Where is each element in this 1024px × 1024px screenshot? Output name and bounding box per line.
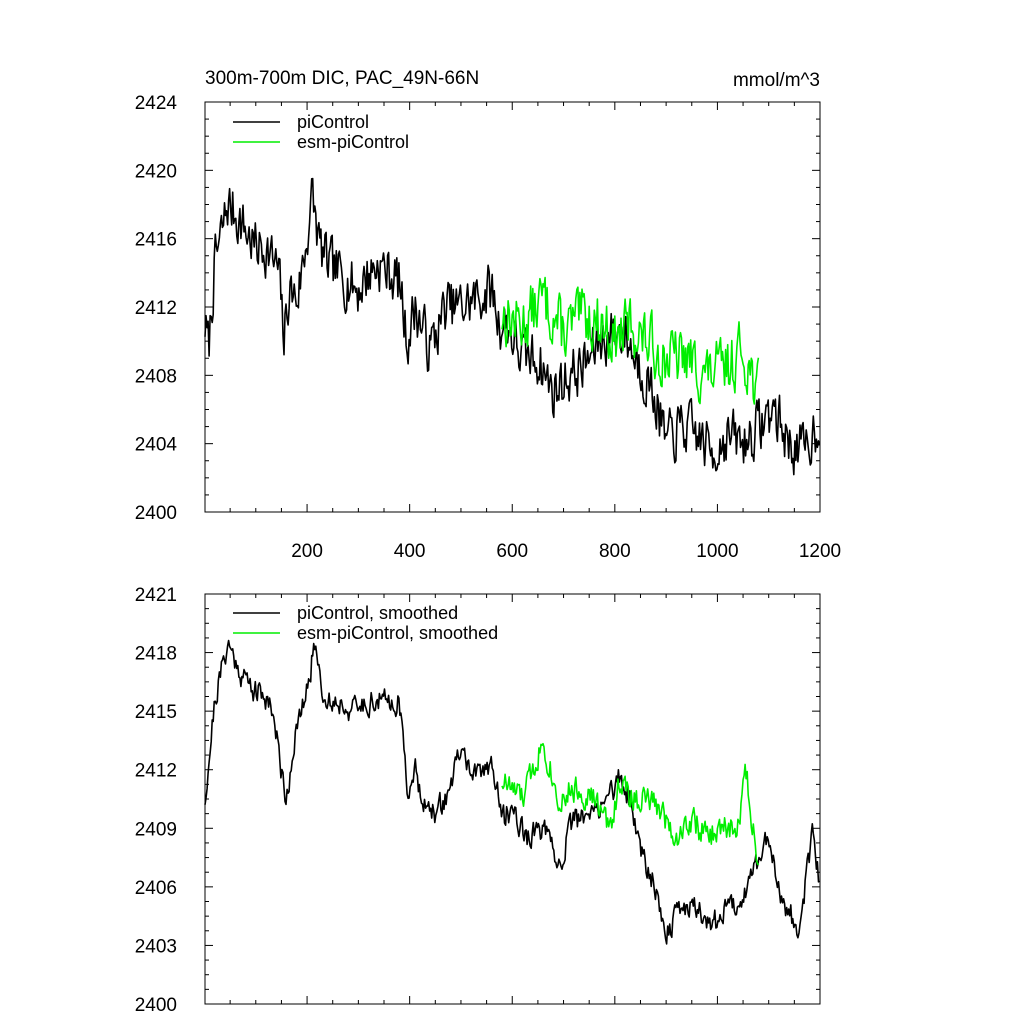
bottom-panel: 2400 2403 2406 2409 2412 2415 2418 2421 piContr… xyxy=(135,585,821,1016)
y-tick-label: 2400 xyxy=(135,995,177,1016)
series-line-picontrol xyxy=(204,177,821,476)
y-tick-label: 2420 xyxy=(135,161,177,182)
series-line-picontrol-smoothed xyxy=(204,639,820,945)
legend: piControl, smoothed esm-piControl, smoot… xyxy=(233,603,498,643)
plot-frame xyxy=(204,593,821,1005)
units-label: mmol/m^3 xyxy=(733,70,820,91)
legend: piControl esm-piControl xyxy=(233,112,409,152)
y-tick-label: 2408 xyxy=(135,366,177,387)
panel-title: 300m-700m DIC, PAC_49N-66N xyxy=(205,68,479,89)
x-tick-label: 200 xyxy=(291,541,323,562)
y-tick-label: 2424 xyxy=(135,93,178,114)
y-tick-label: 2404 xyxy=(135,435,178,456)
y-tick-label: 2418 xyxy=(135,644,177,665)
ticks: 2400 2404 2408 2412 2416 2420 2424 200 400 600 800… xyxy=(135,93,841,562)
legend-label-picontrol: piControl xyxy=(297,112,369,132)
y-tick-label: 2412 xyxy=(135,298,177,319)
ticks: 2400 2403 2406 2409 2412 2415 2418 2421 xyxy=(135,585,821,1016)
y-tick-label: 2421 xyxy=(135,585,177,606)
x-tick-label: 1000 xyxy=(696,541,738,562)
x-tick-label: 400 xyxy=(394,541,426,562)
x-tick-label: 1200 xyxy=(799,541,841,562)
y-tick-label: 2409 xyxy=(135,819,177,840)
x-tick-label: 800 xyxy=(599,541,631,562)
legend-label-picontrol-smoothed: piControl, smoothed xyxy=(297,603,458,623)
top-panel: 300m-700m DIC, PAC_49N-66N mmol/m^3 2400… xyxy=(135,68,841,562)
y-tick-label: 2416 xyxy=(135,230,177,251)
y-tick-label: 2415 xyxy=(135,702,177,723)
y-tick-label: 2400 xyxy=(135,503,177,524)
series-layer xyxy=(204,177,821,476)
legend-label-esm-picontrol: esm-piControl xyxy=(297,132,409,152)
legend-label-esm-picontrol-smoothed: esm-piControl, smoothed xyxy=(297,623,498,643)
y-tick-label: 2403 xyxy=(135,936,177,957)
series-layer xyxy=(204,639,820,945)
series-line-esm-picontrol xyxy=(501,276,760,405)
y-tick-label: 2406 xyxy=(135,878,177,899)
x-tick-label: 600 xyxy=(496,541,528,562)
y-tick-label: 2412 xyxy=(135,761,177,782)
series-line-esm-picontrol-smoothed xyxy=(501,742,760,866)
